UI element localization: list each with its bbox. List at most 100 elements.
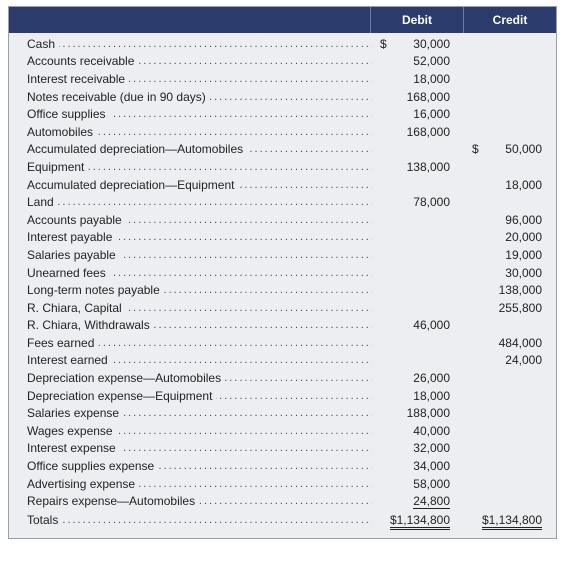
debit-cell: 138,000 <box>372 160 464 174</box>
debit-value: 46,000 <box>413 318 450 332</box>
account-label-text: Interest payable <box>27 230 116 244</box>
account-label-text: Totals <box>27 513 62 527</box>
account-label: Equipment <box>9 160 372 174</box>
debit-value: 16,000 <box>413 107 450 121</box>
credit-value: 50,000 <box>505 142 542 156</box>
debit-cell: 32,000 <box>372 441 464 455</box>
account-label-text: Automobiles <box>27 125 97 139</box>
table-row: Office supplies expense34,000 <box>9 457 556 475</box>
debit-cell: 34,000 <box>372 459 464 473</box>
credit-cell: 20,000 <box>464 230 556 244</box>
account-label: Accounts payable <box>9 213 372 227</box>
account-label: Automobiles <box>9 125 372 139</box>
table-body: Cash$30,000Accounts receivable52,000Inte… <box>9 33 556 538</box>
credit-cell: $1,134,800 <box>464 513 556 530</box>
table-row: Cash $30,000 <box>9 35 556 53</box>
header-blank <box>9 7 370 33</box>
credit-cell: 19,000 <box>464 248 556 262</box>
debit-value: 58,000 <box>413 477 450 491</box>
debit-value: 138,000 <box>407 160 450 174</box>
table-row: Equipment 138,000 <box>9 158 556 176</box>
table-row: Salaries expense 188,000 <box>9 404 556 422</box>
table-row: Depreciation expense—Equipment 18,000 <box>9 387 556 405</box>
account-label-text: Interest expense <box>27 441 120 455</box>
account-label: Interest expense <box>9 441 372 455</box>
debit-value: 26,000 <box>413 371 450 385</box>
table-row: Interest earned 24,000 <box>9 352 556 370</box>
account-label: Totals <box>9 513 372 527</box>
account-label-text: Advertising expense <box>27 477 139 491</box>
account-label: Salaries payable <box>9 248 372 262</box>
debit-value: 24,800 <box>413 494 450 509</box>
account-label: Accumulated depreciation—Equipment <box>9 178 372 192</box>
account-label-text: R. Chiara, Withdrawals <box>27 318 154 332</box>
table-row: Land 78,000 <box>9 193 556 211</box>
account-label-text: Unearned fees <box>27 266 110 280</box>
table-row: Accounts payable 96,000 <box>9 211 556 229</box>
account-label-text: Office supplies <box>27 107 110 121</box>
account-label: Interest earned <box>9 353 372 367</box>
header-debit: Debit <box>370 7 463 33</box>
account-label: Notes receivable (due in 90 days) <box>9 90 372 104</box>
account-label-text: Interest receivable <box>27 72 129 86</box>
credit-cell: 24,000 <box>464 353 556 367</box>
account-label-text: Accounts payable <box>27 213 126 227</box>
credit-cell: 30,000 <box>464 266 556 280</box>
debit-value: 32,000 <box>413 441 450 455</box>
account-label: R. Chiara, Capital <box>9 301 372 315</box>
account-label: Fees earned <box>9 336 372 350</box>
table-row: Advertising expense 58,000 <box>9 475 556 493</box>
table-row: Accumulated depreciation—Automobiles$50,… <box>9 141 556 159</box>
debit-value: 78,000 <box>413 195 450 209</box>
debit-cell: $30,000 <box>372 37 464 51</box>
debit-cell: 18,000 <box>372 72 464 86</box>
credit-value: 24,000 <box>505 353 542 367</box>
debit-value: $1,134,800 <box>390 513 450 530</box>
account-label-text: Cash <box>27 37 59 51</box>
table-row: Interest payable 20,000 <box>9 229 556 247</box>
account-label-text: Salaries payable <box>27 248 120 262</box>
account-label: Interest payable <box>9 230 372 244</box>
trial-balance-table: Debit Credit Cash $30,000 Accounts receiva… <box>8 6 557 539</box>
account-label-text: R. Chiara, Capital <box>27 301 126 315</box>
account-label-text: Interest earned <box>27 353 112 367</box>
debit-cell: 168,000 <box>372 90 464 104</box>
table-row: Accounts receivable52,000 <box>9 53 556 71</box>
currency-symbol: $ <box>372 37 413 51</box>
account-label-text: Salaries expense <box>27 406 123 420</box>
account-label: Wages expense <box>9 424 372 438</box>
credit-value: 484,000 <box>499 336 542 350</box>
debit-value: 188,000 <box>407 406 450 420</box>
account-label: Interest receivable <box>9 72 372 86</box>
credit-value: $1,134,800 <box>482 513 542 530</box>
table-row: Fees earned 484,000 <box>9 334 556 352</box>
credit-value: 20,000 <box>505 230 542 244</box>
account-label-text: Equipment <box>27 160 88 174</box>
account-label-text: Accumulated depreciation—Equipment <box>27 178 238 192</box>
credit-value: 18,000 <box>505 178 542 192</box>
account-label: Cash <box>9 37 372 51</box>
debit-value: 18,000 <box>413 72 450 86</box>
account-label: Land <box>9 195 372 209</box>
account-label: R. Chiara, Withdrawals <box>9 318 372 332</box>
account-label-text: Depreciation expense—Automobiles <box>27 371 225 385</box>
table-row: R. Chiara, Withdrawals 46,000 <box>9 317 556 335</box>
credit-value: 30,000 <box>505 266 542 280</box>
table-row: Interest receivable 18,000 <box>9 70 556 88</box>
credit-value: 19,000 <box>505 248 542 262</box>
account-label-text: Land <box>27 195 58 209</box>
debit-value: 168,000 <box>407 125 450 139</box>
account-label-text: Depreciation expense—Equipment <box>27 389 216 403</box>
credit-value: 138,000 <box>499 283 542 297</box>
credit-cell: 138,000 <box>464 283 556 297</box>
account-label-text: Fees earned <box>27 336 98 350</box>
header-credit: Credit <box>463 7 556 33</box>
account-label-text: Notes receivable (due in 90 days) <box>27 90 210 104</box>
credit-value: 96,000 <box>505 213 542 227</box>
debit-cell: 18,000 <box>372 389 464 403</box>
debit-cell: 188,000 <box>372 406 464 420</box>
table-row: Totals $1,134,800 $1,134,800 <box>9 511 556 532</box>
table-row: Accumulated depreciation—Equipment 18,000 <box>9 176 556 194</box>
debit-value: 168,000 <box>407 90 450 104</box>
account-label-text: Accumulated depreciation—Automobiles <box>27 142 247 156</box>
